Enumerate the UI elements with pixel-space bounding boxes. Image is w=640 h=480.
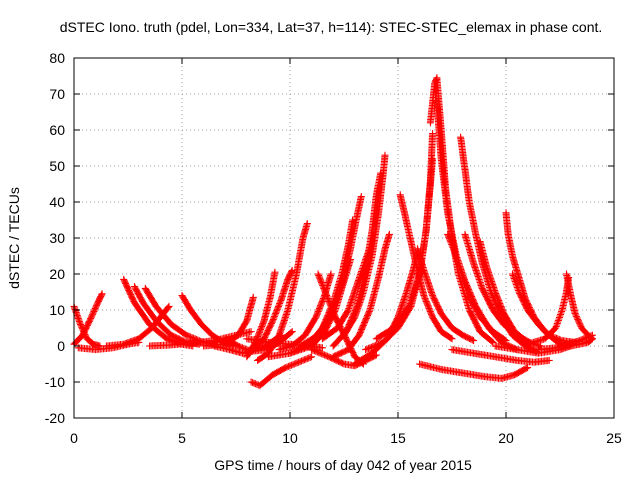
series-marks-arc39: [416, 360, 532, 382]
series-arc07: [102, 302, 173, 350]
series-marks-arc25: [329, 230, 393, 361]
y-tick-label: -10: [45, 374, 65, 390]
series-marks-arc07: [102, 302, 173, 350]
x-axis-label: GPS time / hours of day 042 of year 2015: [214, 457, 472, 473]
series-marks-arc32: [413, 245, 478, 345]
series-arc40: [448, 346, 553, 366]
y-tick-label: 10: [49, 302, 65, 318]
y-tick-label: 60: [49, 122, 65, 138]
y-tick-label: 50: [49, 158, 65, 174]
series-marks-arc46: [221, 328, 296, 355]
series-marks-arc44: [534, 331, 596, 354]
y-tick-label: -20: [45, 410, 65, 426]
x-tick-label: 10: [282, 430, 298, 446]
series-marks-arc38: [509, 270, 579, 346]
series-arc24: [340, 151, 389, 339]
x-tick-label: 15: [390, 430, 406, 446]
y-tick-label: 70: [49, 86, 65, 102]
x-tick-label: 5: [178, 430, 186, 446]
series-marks-arc43: [563, 270, 596, 343]
series-arc33: [444, 230, 521, 354]
series-marks-arc19: [297, 193, 365, 350]
series-arc38: [509, 270, 579, 346]
y-tick-label: 30: [49, 230, 65, 246]
series-marks-arc33: [444, 230, 521, 354]
series-arc12: [247, 353, 316, 390]
series-arc39: [416, 360, 532, 382]
y-tick-label: 80: [49, 50, 65, 66]
series-arc44: [534, 331, 596, 354]
x-tick-label: 20: [498, 430, 514, 446]
series-marks-arc24: [340, 151, 389, 339]
y-tick-label: 40: [49, 194, 65, 210]
y-axis-label: dSTEC / TECUs: [6, 187, 22, 289]
series-arc25: [329, 230, 393, 361]
series-arc43: [563, 270, 596, 343]
series-marks-arc40: [448, 346, 553, 366]
y-tick-label: 20: [49, 266, 65, 282]
y-tick-label: 0: [57, 338, 65, 354]
x-tick-label: 0: [70, 430, 78, 446]
series-layer: [70, 74, 596, 390]
y-tick-labels: -20 -10 0 10 20 30 40 50 60 70 80: [45, 50, 65, 426]
series-arc19: [297, 193, 365, 350]
chart-title: dSTEC Iono. truth (pdel, Lon=334, Lat=37…: [60, 19, 603, 35]
x-tick-labels: 0 5 10 15 20 25: [70, 430, 622, 446]
series-arc46: [221, 328, 296, 355]
series-marks-arc12: [247, 353, 316, 390]
series-arc32: [413, 245, 478, 345]
x-tick-label: 25: [606, 430, 622, 446]
ticks: [73, 57, 615, 419]
